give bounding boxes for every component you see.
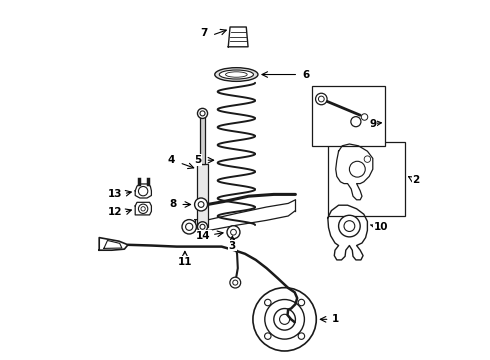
FancyBboxPatch shape [200, 113, 205, 165]
Text: 14: 14 [196, 231, 211, 241]
Circle shape [195, 198, 208, 211]
Text: 3: 3 [229, 240, 236, 251]
Text: 7: 7 [200, 28, 207, 38]
Text: 8: 8 [170, 199, 176, 210]
Circle shape [182, 220, 196, 234]
Text: 1: 1 [332, 314, 340, 324]
Circle shape [230, 277, 241, 288]
FancyBboxPatch shape [197, 165, 208, 227]
Text: 6: 6 [303, 69, 310, 80]
Text: 12: 12 [108, 207, 122, 217]
Text: 13: 13 [108, 189, 122, 199]
Text: 4: 4 [168, 155, 175, 165]
Circle shape [361, 114, 368, 120]
Circle shape [139, 204, 148, 213]
Ellipse shape [219, 70, 253, 79]
Circle shape [197, 108, 208, 118]
Text: 11: 11 [178, 257, 192, 267]
Text: 5: 5 [194, 155, 201, 165]
Circle shape [197, 222, 208, 232]
Ellipse shape [215, 68, 258, 81]
Text: 2: 2 [413, 175, 419, 185]
FancyBboxPatch shape [328, 142, 405, 216]
Text: 9: 9 [369, 119, 376, 129]
Circle shape [316, 93, 327, 105]
FancyBboxPatch shape [312, 86, 386, 146]
Circle shape [139, 186, 148, 196]
Circle shape [227, 226, 240, 239]
Circle shape [339, 215, 360, 237]
Text: 10: 10 [374, 222, 389, 232]
Circle shape [351, 117, 361, 127]
